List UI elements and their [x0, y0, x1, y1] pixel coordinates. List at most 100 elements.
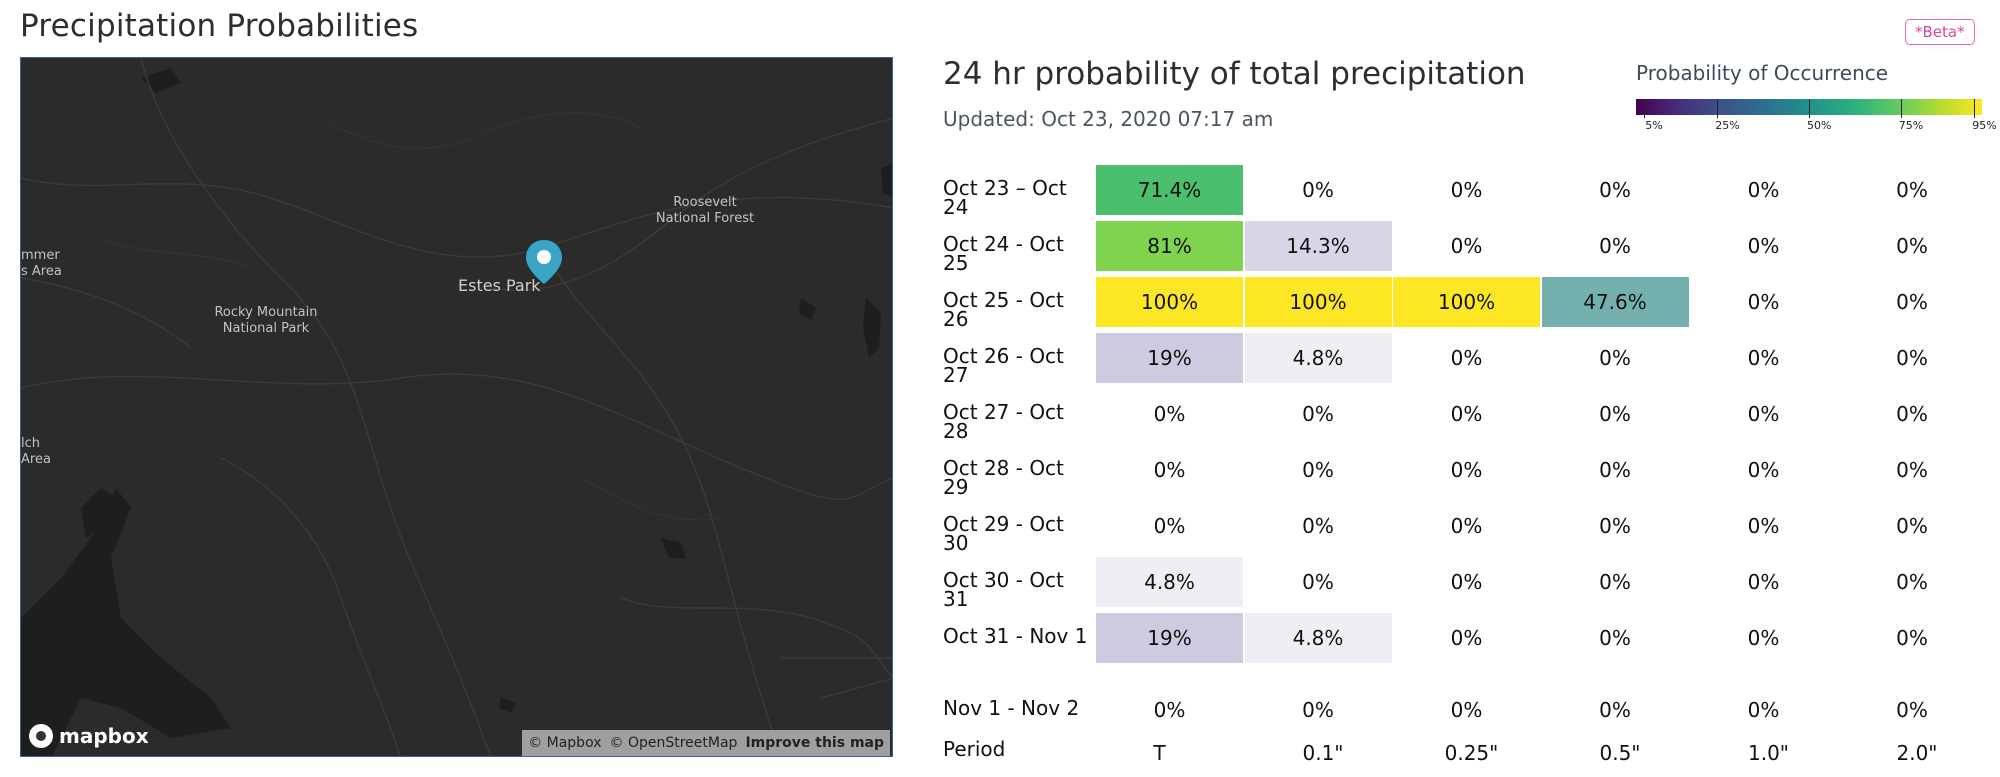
legend-tick — [1974, 99, 1976, 118]
table-row: Oct 23 – Oct 24 71.4% 0% 0% 0% 0% 0% — [943, 163, 1983, 217]
table-cell: 0% — [1896, 346, 1928, 370]
map-attribution: © Mapbox © OpenStreetMap Improve this ma… — [522, 730, 890, 756]
table-cell: 0% — [1599, 698, 1631, 722]
map-label-roosevelt-nf: Roosevelt National Forest — [655, 195, 755, 226]
row-period-label: Oct 28 - Oct 29 — [943, 456, 1064, 499]
table-cell: 71.4% — [1096, 165, 1243, 215]
table-cell: 0% — [1450, 458, 1483, 482]
legend-tick — [1901, 99, 1902, 118]
table-cell: 0% — [1896, 514, 1928, 538]
table-cell: 0% — [1896, 402, 1928, 426]
table-cell: 100% — [1393, 277, 1540, 327]
chart-title: 24 hr probability of total precipitation — [943, 56, 1526, 92]
table-row: Oct 27 - Oct 28 0% 0% 0% 0% 0% 0% — [943, 387, 1983, 443]
table-cell: 0% — [1747, 514, 1780, 538]
beta-badge: *Beta* — [1905, 19, 1975, 45]
table-cell: 0% — [1450, 346, 1483, 370]
table-cell: 0% — [1302, 514, 1334, 538]
table-cell: 19% — [1096, 613, 1243, 663]
map-pin-icon[interactable] — [524, 238, 564, 286]
attribution-osm-link[interactable]: © OpenStreetMap — [609, 735, 738, 751]
table-cell: 0% — [1599, 234, 1631, 258]
period-header-label: Period — [943, 737, 1006, 761]
improve-map-link[interactable]: Improve this map — [745, 735, 884, 751]
table-cell: 0% — [1599, 626, 1631, 650]
table-cell: 0% — [1302, 570, 1334, 594]
table-cell: 0% — [1747, 234, 1780, 258]
mapbox-logo-icon — [29, 724, 53, 748]
map-label-left-area-top: mmer s Area — [21, 248, 62, 279]
table-cell: 0% — [1599, 458, 1631, 482]
legend-tick-label: 50% — [1806, 119, 1832, 132]
updated-timestamp: Updated: Oct 23, 2020 07:17 am — [943, 107, 1274, 131]
table-cell: 47.6% — [1541, 277, 1689, 327]
column-header: T — [1153, 741, 1166, 765]
table-cell: 0% — [1747, 626, 1780, 650]
table-cell: 19% — [1096, 333, 1243, 383]
map-label-rocky-mountain-np: Rocky Mountain National Park — [214, 305, 318, 336]
table-cell: 0% — [1896, 178, 1928, 202]
table-cell: 0% — [1747, 458, 1780, 482]
legend-color-bar — [1636, 99, 1982, 115]
table-cell: 0% — [1302, 458, 1334, 482]
table-cell: 14.3% — [1244, 221, 1392, 271]
table-cell: 0% — [1896, 234, 1928, 258]
column-header: 0.25" — [1444, 741, 1499, 765]
table-row: Oct 31 - Nov 1 19% 4.8% 0% 0% 0% 0% — [943, 611, 1983, 663]
table-cell: 0% — [1896, 570, 1928, 594]
table-cell: 100% — [1096, 277, 1243, 327]
column-header-row: Period T 0.1" 0.25" 0.5" 1.0" 2.0" — [943, 737, 1983, 777]
table-row: Oct 29 - Oct 30 0% 0% 0% 0% 0% 0% — [943, 499, 1983, 555]
table-cell: 0% — [1450, 234, 1483, 258]
table-cell: 0% — [1747, 698, 1780, 722]
table-cell: 81% — [1096, 221, 1243, 271]
legend-tick — [1644, 99, 1645, 118]
table-cell: 4.8% — [1244, 613, 1392, 663]
attribution-mapbox-link[interactable]: © Mapbox — [528, 735, 602, 751]
table-row: Oct 25 - Oct 26 100% 100% 100% 47.6% 0% 0% — [943, 275, 1983, 331]
table-cell: 4.8% — [1244, 333, 1392, 383]
table-cell: 0% — [1896, 458, 1928, 482]
table-row: Oct 24 - Oct 25 81% 14.3% 0% 0% 0% 0% — [943, 219, 1983, 275]
table-cell: 0% — [1153, 698, 1186, 722]
table-cell: 0% — [1896, 626, 1928, 650]
table-cell: 0% — [1747, 346, 1780, 370]
table-cell: 0% — [1302, 698, 1334, 722]
legend-tick — [1809, 99, 1811, 118]
row-period-label: Oct 29 - Oct 30 — [943, 512, 1064, 555]
table-cell: 0% — [1302, 178, 1334, 202]
legend-tick-label: 95% — [1972, 119, 1997, 132]
table-cell: 0% — [1896, 698, 1928, 722]
legend-title: Probability of Occurrence — [1636, 61, 1889, 85]
row-period-label: Oct 31 - Nov 1 — [943, 624, 1088, 648]
table-cell: 0% — [1599, 402, 1631, 426]
table-cell: 0% — [1599, 514, 1631, 538]
table-row: Nov 1 - Nov 2 0% 0% 0% 0% 0% 0% — [943, 673, 1983, 725]
table-row: Oct 26 - Oct 27 19% 4.8% 0% 0% 0% 0% — [943, 331, 1983, 385]
map-label-left-area-bottom: lch Area — [21, 436, 51, 467]
table-row: Oct 30 - Oct 31 4.8% 0% 0% 0% 0% 0% — [943, 555, 1983, 609]
table-cell: 0% — [1450, 626, 1483, 650]
table-cell: 100% — [1244, 277, 1392, 327]
row-period-label: Oct 24 - Oct 25 — [943, 232, 1064, 275]
table-cell: 0% — [1450, 402, 1483, 426]
table-cell: 0% — [1747, 178, 1780, 202]
table-cell: 0% — [1153, 458, 1186, 482]
table-cell: 0% — [1599, 346, 1631, 370]
column-header: 2.0" — [1896, 741, 1938, 765]
legend-tick — [1717, 99, 1719, 118]
table-cell: 0% — [1747, 290, 1780, 314]
legend-tick-label: 5% — [1645, 119, 1663, 132]
map-terrain — [21, 58, 892, 756]
row-period-label: Oct 27 - Oct 28 — [943, 400, 1064, 443]
legend-tick-label: 75% — [1898, 119, 1924, 132]
table-cell: 0% — [1450, 570, 1483, 594]
column-header: 1.0" — [1747, 741, 1789, 765]
row-period-label: Oct 25 - Oct 26 — [943, 288, 1064, 331]
table-cell: 0% — [1747, 402, 1780, 426]
table-cell: 0% — [1599, 178, 1631, 202]
table-cell: 0% — [1302, 402, 1334, 426]
map-view[interactable]: Estes Park Rocky Mountain National Park … — [20, 57, 893, 757]
mapbox-logo[interactable]: mapbox — [29, 724, 149, 748]
table-cell: 0% — [1153, 514, 1186, 538]
